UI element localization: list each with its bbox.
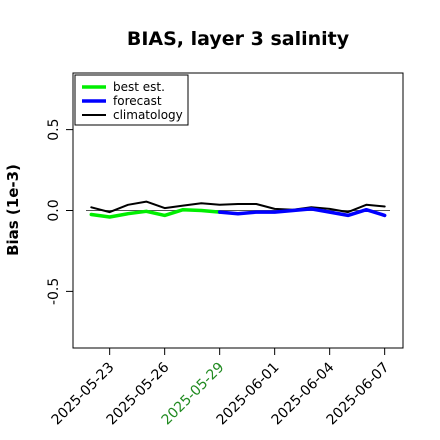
y-tick-label: 0.5 — [46, 118, 62, 140]
legend-label: climatology — [113, 108, 183, 122]
y-tick-label: -0.5 — [46, 278, 62, 305]
series-layer — [89, 200, 387, 219]
y-axis-label: Bias (1e-3) — [4, 164, 22, 256]
y-tick-label: 0.0 — [46, 199, 62, 221]
legend-label: forecast — [113, 94, 162, 108]
series-line-forecast — [217, 207, 387, 218]
chart-title: BIAS, layer 3 salinity — [127, 28, 350, 50]
legend-label: best est. — [113, 80, 165, 94]
series-line-best-est — [89, 207, 222, 219]
x-axis: 2025-05-232025-05-262025-05-292025-06-01… — [49, 348, 392, 428]
series-line-climatology — [90, 200, 386, 214]
y-axis: -0.5 0.0 0.5 — [46, 118, 73, 305]
